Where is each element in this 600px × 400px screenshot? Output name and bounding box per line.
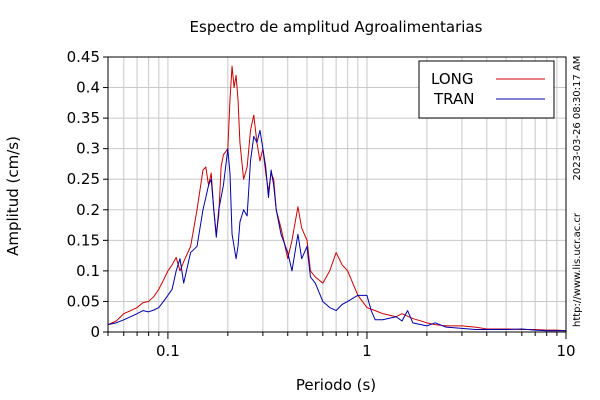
x-tick-label: 1 xyxy=(362,342,372,360)
legend: LONG TRAN xyxy=(418,60,555,119)
y-axis-label: Amplitud (cm/s) xyxy=(4,136,22,256)
y-tick-label: 0.15 xyxy=(67,231,100,249)
series-lines xyxy=(107,65,567,332)
chart-title: Espectro de amplitud Agroalimentarias xyxy=(190,18,483,36)
y-tick-label: 0.05 xyxy=(67,292,100,310)
plot-frame xyxy=(107,56,567,333)
x-tick-label: 10 xyxy=(556,342,575,360)
y-tick-label: 0.45 xyxy=(67,48,100,66)
legend-label-tran: TRAN xyxy=(433,90,474,108)
legend-box xyxy=(418,60,555,119)
x-tick-label: 0.1 xyxy=(156,342,180,360)
y-tick-label: 0.3 xyxy=(76,140,100,158)
source-url-label: http://www.lis.ucr.ac.cr xyxy=(572,212,583,327)
y-tick-label: 0.35 xyxy=(67,109,100,127)
y-tick-label: 0.2 xyxy=(76,201,100,219)
timestamp-label: 2023-03-26 08:30:17 AM xyxy=(572,56,583,181)
y-tick-label: 0.25 xyxy=(67,170,100,188)
x-axis-label: Periodo (s) xyxy=(296,376,376,394)
grid-lines xyxy=(107,56,567,333)
y-tick-label: 0 xyxy=(90,323,100,341)
legend-label-long: LONG xyxy=(431,70,473,88)
series-line-tran xyxy=(107,129,566,332)
axis-ticks: 0 0.05 0.1 0.15 0.2 0.25 0.3 0.35 0.4 0.45 0.1 1 10 xyxy=(67,48,576,360)
y-tick-label: 0.4 xyxy=(76,79,100,97)
y-tick-label: 0.1 xyxy=(76,262,100,280)
